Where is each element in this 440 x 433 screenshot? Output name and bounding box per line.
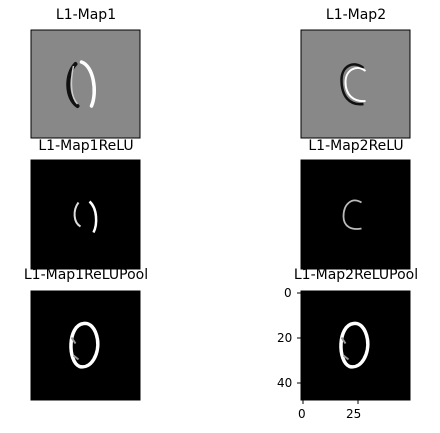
- heatmap-background: [31, 30, 140, 138]
- heatmap-background: [301, 30, 410, 138]
- heatmap-background: [301, 291, 410, 400]
- heatmap-background: [31, 291, 140, 400]
- heatmap-background: [301, 160, 410, 269]
- heatmap-background: [31, 160, 140, 269]
